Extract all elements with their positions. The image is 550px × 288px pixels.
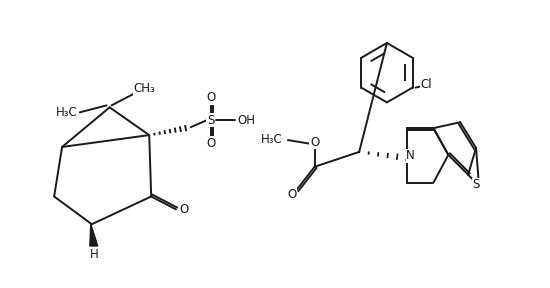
Text: O: O — [206, 137, 215, 149]
Text: O: O — [206, 91, 215, 104]
Text: H: H — [90, 249, 98, 262]
Text: H₃C: H₃C — [261, 132, 283, 145]
Text: O: O — [287, 188, 296, 201]
Text: H₃C: H₃C — [56, 106, 78, 119]
Polygon shape — [90, 224, 98, 246]
Text: O: O — [310, 136, 319, 149]
Text: S: S — [207, 114, 215, 127]
Text: N: N — [406, 149, 415, 162]
Text: OH: OH — [237, 114, 255, 127]
Text: Cl: Cl — [421, 78, 432, 91]
Text: O: O — [179, 203, 189, 216]
Text: CH₃: CH₃ — [134, 82, 155, 95]
Text: S: S — [472, 178, 480, 191]
